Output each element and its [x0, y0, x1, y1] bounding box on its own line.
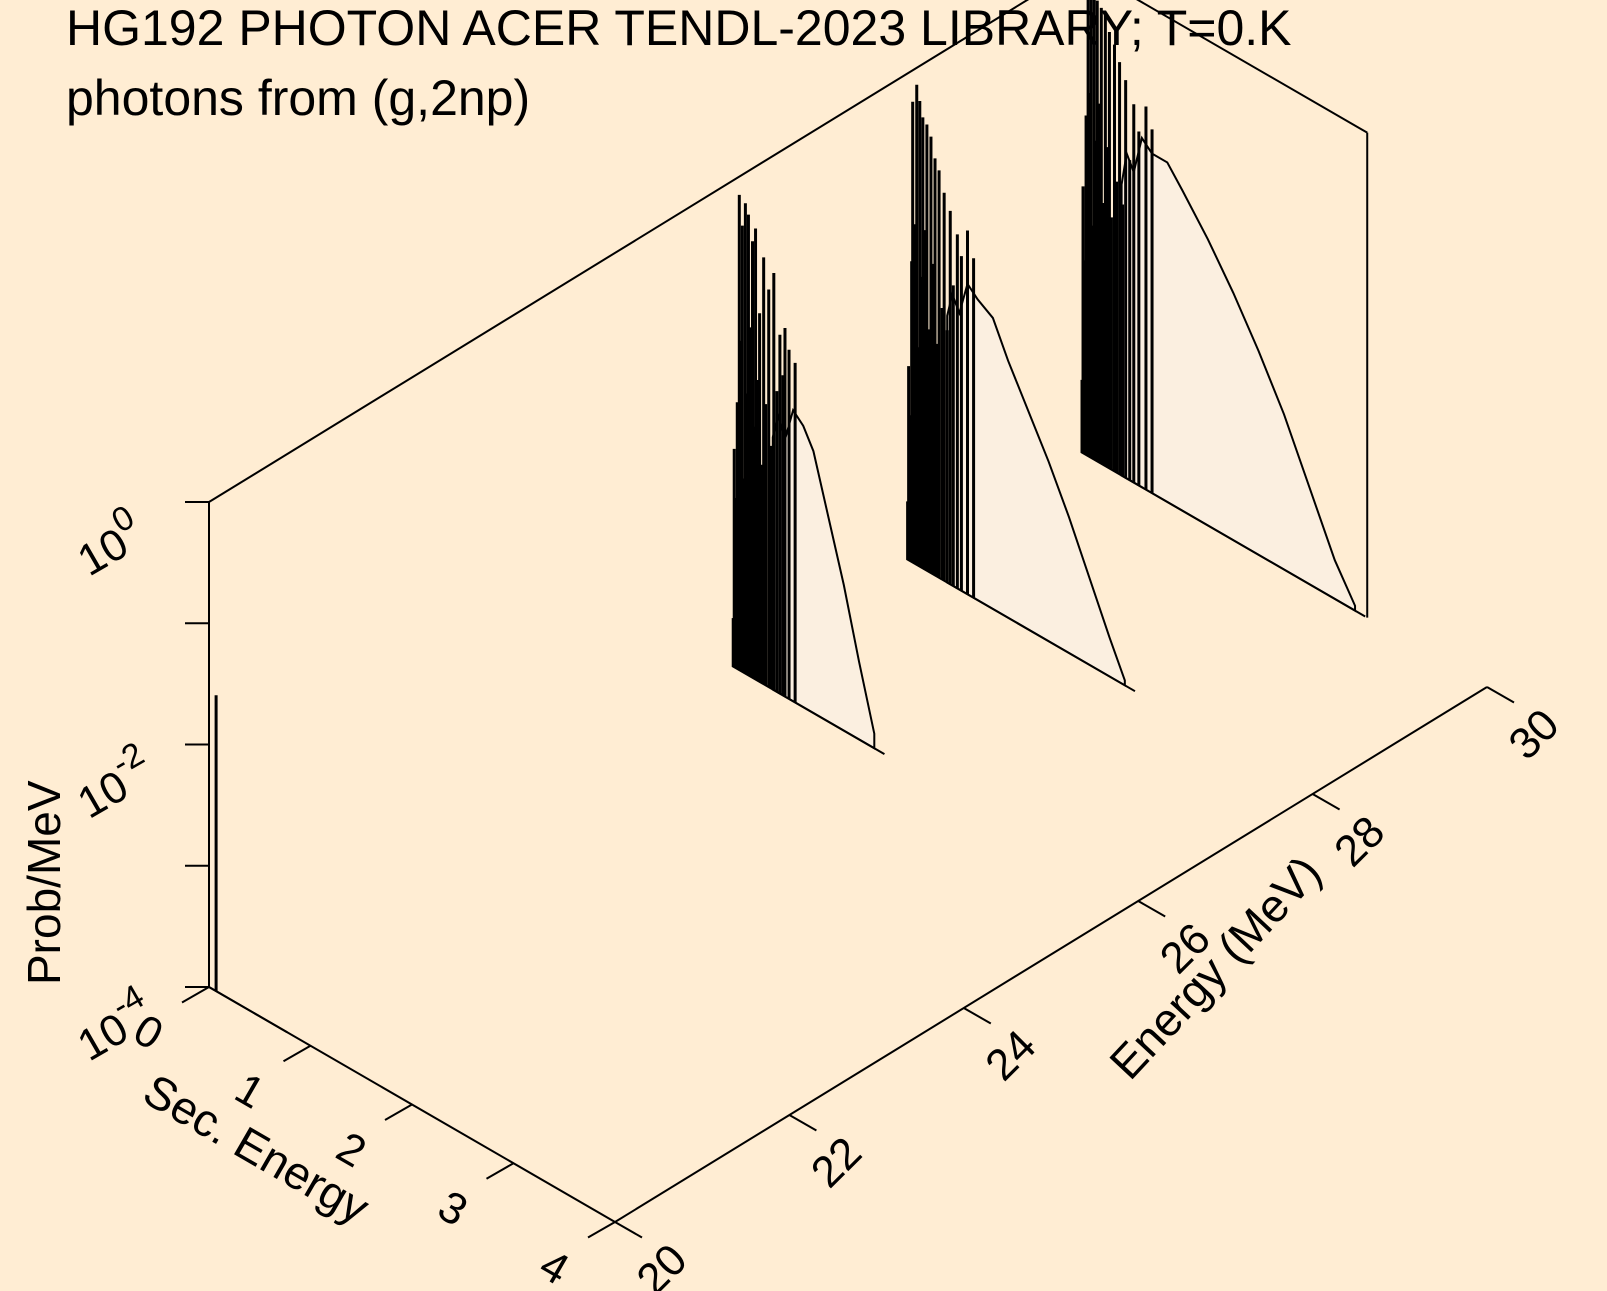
back-top-edge: [208, 0, 1030, 503]
x-tick-mark: [384, 1103, 413, 1121]
x-tick-mark: [283, 1044, 311, 1063]
spectrum-area: [1120, 135, 1357, 613]
series-e-30: [1080, 0, 1366, 618]
y-tick-mark: [1312, 793, 1341, 811]
x-tick-mark: [486, 1162, 514, 1180]
x-tick-mark: [181, 986, 210, 1004]
chart-title: HG192 PHOTON ACER TENDL-2023 LIBRARY; T=…: [66, 0, 1292, 56]
x-tick-label: 3: [430, 1181, 476, 1236]
baseline: [1080, 451, 1366, 618]
y-axis-label: Energy (MeV): [1099, 846, 1331, 1089]
y-tick-mark: [1137, 900, 1166, 918]
y-tick-label: 20: [627, 1235, 696, 1291]
y-tick-mark: [963, 1007, 992, 1025]
y-tick-label: 24: [976, 1021, 1045, 1090]
spectrum-area: [946, 281, 1126, 688]
z-tick-label: 100: [63, 498, 153, 586]
y-tick-mark: [614, 1221, 643, 1239]
y-tick-label: 22: [802, 1128, 871, 1197]
baseline: [906, 558, 1136, 693]
z-tick-label: 10-2: [63, 735, 163, 828]
baseline: [208, 986, 288, 1034]
series-e-26: [731, 194, 885, 755]
series-e-28: [906, 84, 1136, 693]
z-axis-label: Prob/MeV: [18, 780, 70, 985]
plot-traces: [208, 0, 1366, 1034]
y-tick-mark: [788, 1114, 817, 1132]
y-axis-line: [614, 686, 1488, 1223]
x-tick-mark: [587, 1221, 616, 1239]
right-top-edge: [1136, 0, 1368, 134]
y-tick-label: 28: [1325, 807, 1394, 876]
y-tick-mark: [1486, 686, 1515, 704]
baseline: [731, 665, 885, 755]
y-tick-label: 30: [1499, 700, 1568, 769]
chart-subtitle: photons from (g,2np): [66, 70, 530, 126]
series-e-20: [208, 695, 288, 1034]
x-tick-label: 4: [531, 1240, 577, 1291]
